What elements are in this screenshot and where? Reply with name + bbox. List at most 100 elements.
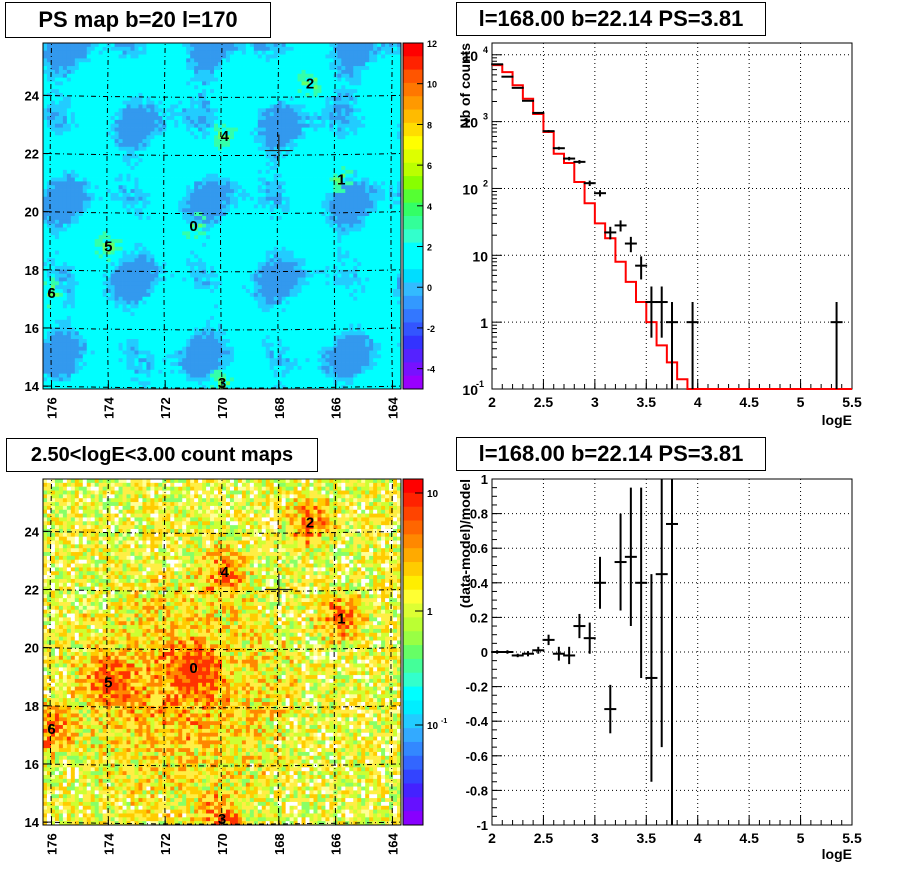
heatmap-cell — [230, 147, 234, 151]
heatmap-cell — [162, 70, 166, 74]
heatmap-cell — [115, 43, 119, 47]
heatmap-cell — [154, 197, 158, 201]
heatmap-cell — [107, 239, 111, 243]
heatmap-cell — [55, 189, 59, 193]
heatmap-cell — [214, 116, 218, 120]
heatmap-cell — [162, 78, 166, 82]
heatmap-cell — [55, 347, 59, 351]
heatmap-cell — [194, 70, 198, 74]
heatmap-cell — [150, 270, 154, 274]
heatmap-cell — [79, 374, 83, 378]
heatmap-cell — [51, 301, 55, 305]
heatmap-cell — [111, 178, 115, 182]
heatmap-cell — [142, 43, 146, 47]
heatmap-cell — [250, 351, 254, 355]
heatmap-cell — [222, 112, 226, 116]
heatmap-cell — [71, 320, 75, 324]
heatmap-cell — [142, 351, 146, 355]
heatmap-cell — [250, 62, 254, 66]
heatmap-cell — [127, 320, 131, 324]
heatmap-cell — [63, 289, 67, 293]
heatmap-cell — [87, 327, 91, 331]
heatmap-cell — [134, 105, 138, 109]
heatmap-cell — [123, 47, 127, 51]
heatmap-cell — [222, 174, 226, 178]
heatmap-cell — [111, 128, 115, 132]
heatmap-cell — [218, 370, 222, 374]
heatmap-cell — [258, 189, 262, 193]
heatmap-cell — [91, 374, 95, 378]
heatmap-cell — [83, 358, 87, 362]
heatmap-cell — [138, 147, 142, 151]
heatmap-cell — [95, 208, 99, 212]
heatmap-cell — [131, 366, 135, 370]
heatmap-cell — [250, 358, 254, 362]
heatmap-cell — [194, 301, 198, 305]
heatmap-cell — [190, 124, 194, 128]
heatmap-cell — [51, 374, 55, 378]
heatmap-cell — [170, 105, 174, 109]
heatmap-cell — [83, 327, 87, 331]
heatmap-cell — [158, 181, 162, 185]
heatmap-cell — [63, 385, 67, 389]
heatmap-cell — [154, 174, 158, 178]
heatmap-cell — [87, 274, 91, 278]
heatmap-cell — [138, 278, 142, 282]
heatmap-cell — [234, 285, 238, 289]
heatmap-cell — [254, 208, 258, 212]
heatmap-cell — [138, 116, 142, 120]
heatmap-cell — [71, 366, 75, 370]
heatmap-cell — [254, 128, 258, 132]
heatmap-cell — [131, 316, 135, 320]
heatmap-cell — [107, 201, 111, 205]
heatmap-cell — [190, 274, 194, 278]
heatmap-cell — [71, 143, 75, 147]
heatmap-cell — [67, 316, 71, 320]
heatmap-cell — [99, 174, 103, 178]
heatmap-cell — [254, 51, 258, 55]
heatmap-cell — [142, 212, 146, 216]
heatmap-cell — [230, 362, 234, 366]
heatmap-cell — [71, 370, 75, 374]
heatmap-cell — [194, 351, 198, 355]
heatmap-cell — [154, 143, 158, 147]
heatmap-cell — [79, 247, 83, 251]
heatmap-cell — [131, 93, 135, 97]
heatmap-cell — [63, 285, 67, 289]
heatmap-cell — [162, 358, 166, 362]
heatmap-cell — [250, 324, 254, 328]
heatmap-cell — [210, 228, 214, 232]
heatmap-cell — [115, 308, 119, 312]
heatmap-cell — [206, 243, 210, 247]
heatmap-cell — [206, 251, 210, 255]
heatmap-cell — [198, 231, 202, 235]
heatmap-cell — [87, 262, 91, 266]
heatmap-cell — [190, 201, 194, 205]
heatmap-cell — [182, 58, 186, 62]
heatmap-cell — [103, 108, 107, 112]
heatmap-cell — [51, 131, 55, 135]
heatmap-cell — [127, 124, 131, 128]
heatmap-cell — [230, 343, 234, 347]
heatmap-cell — [190, 58, 194, 62]
heatmap-cell — [194, 270, 198, 274]
heatmap-cell — [99, 266, 103, 270]
heatmap-cell — [59, 285, 63, 289]
heatmap-cell — [131, 343, 135, 347]
heatmap-cell — [71, 174, 75, 178]
heatmap-cell — [214, 247, 218, 251]
heatmap-cell — [127, 381, 131, 385]
heatmap-cell — [246, 308, 250, 312]
heatmap-cell — [71, 55, 75, 59]
heatmap-cell — [146, 366, 150, 370]
heatmap-cell — [119, 143, 123, 147]
heatmap-cell — [218, 304, 222, 308]
heatmap-cell — [123, 220, 127, 224]
heatmap-cell — [242, 43, 246, 47]
heatmap-cell — [47, 101, 51, 105]
heatmap-cell — [99, 181, 103, 185]
heatmap-cell — [103, 204, 107, 208]
heatmap-cell — [51, 339, 55, 343]
heatmap-cell — [230, 181, 234, 185]
heatmap-cell — [182, 70, 186, 74]
